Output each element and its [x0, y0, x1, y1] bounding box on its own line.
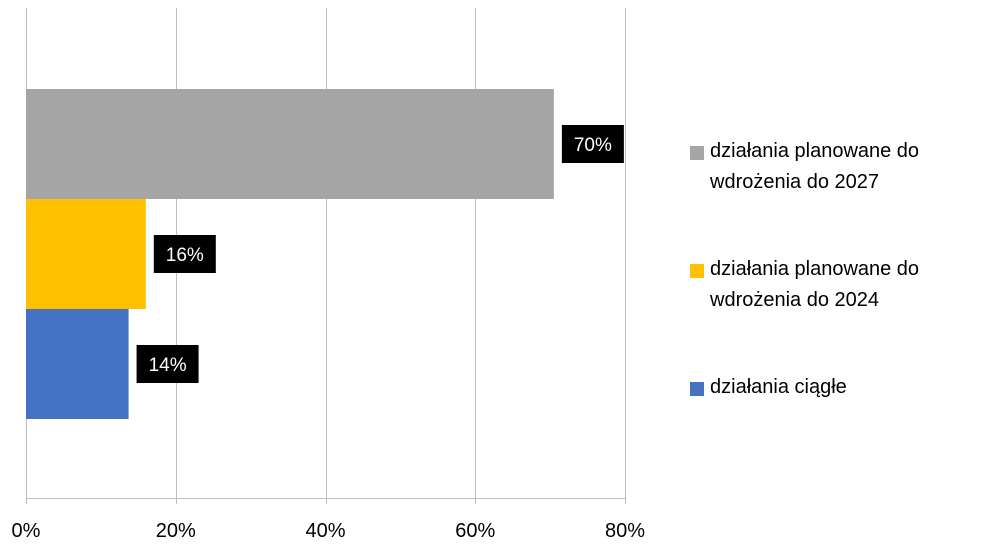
data-label-box-1	[153, 235, 216, 273]
data-labels: 70% 16% 14%	[136, 125, 624, 383]
bar-2	[26, 309, 129, 419]
legend-label-2027: działania planowane do wdrożenia do 2027	[710, 140, 920, 193]
x-tick-labels: 0% 20% 40% 60% 80%	[12, 520, 646, 542]
x-tick-label-2: 40%	[305, 520, 345, 542]
legend-swatch-2027	[690, 146, 704, 160]
data-label-box-2	[136, 345, 199, 383]
bars	[26, 89, 554, 419]
legend: działania planowane do wdrożenia do 2027…	[690, 136, 990, 403]
bar-1	[26, 199, 146, 309]
x-tick-label-0: 0%	[12, 520, 41, 542]
legend-item-2024: działania planowane do wdrożenia do 2024	[690, 254, 990, 316]
legend-label-ciagle: działania ciągłe	[710, 376, 847, 398]
x-tick-label-4: 80%	[605, 520, 645, 542]
x-axis	[26, 498, 626, 504]
x-tick-label-3: 60%	[455, 520, 495, 542]
legend-item-2027: działania planowane do wdrożenia do 2027	[690, 136, 990, 198]
data-label-box-0	[561, 125, 624, 163]
bar-0	[26, 89, 554, 199]
legend-swatch-2024	[690, 264, 704, 278]
data-label-1: 16%	[166, 245, 204, 266]
data-label-2: 14%	[149, 355, 187, 376]
legend-swatch-ciagle	[690, 382, 704, 396]
x-tick-label-1: 20%	[156, 520, 196, 542]
legend-item-ciagle: działania ciągłe	[690, 372, 990, 403]
data-label-0: 70%	[574, 135, 612, 156]
legend-label-2024: działania planowane do wdrożenia do 2024	[710, 258, 920, 311]
